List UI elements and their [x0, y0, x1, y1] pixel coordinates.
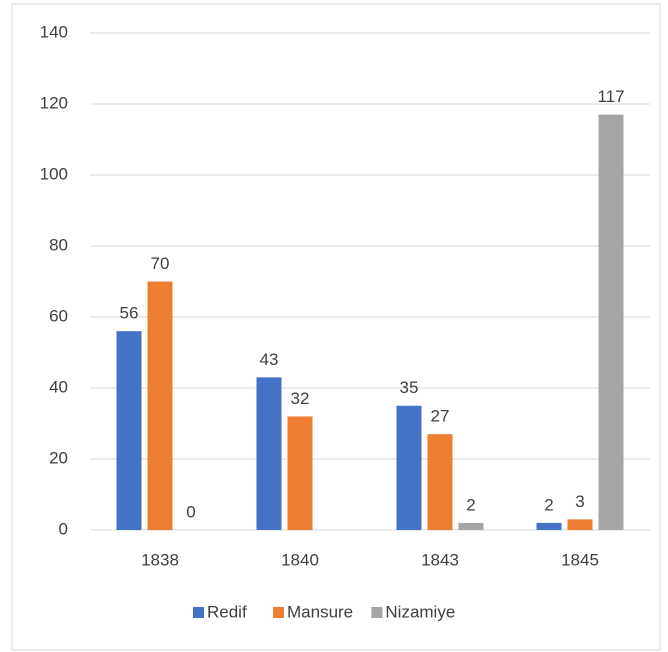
- y-tick-label: 20: [49, 448, 68, 467]
- y-tick-label: 0: [59, 519, 68, 538]
- x-tick-label: 1840: [281, 550, 319, 569]
- legend-swatch: [193, 607, 204, 618]
- bar: [287, 416, 313, 530]
- bar: [256, 377, 282, 530]
- bar: [116, 331, 142, 530]
- data-label: 2: [544, 495, 553, 514]
- bar: [536, 522, 562, 530]
- y-tick-label: 40: [49, 377, 68, 396]
- data-label: 117: [597, 87, 624, 106]
- x-tick-label: 1845: [561, 550, 599, 569]
- bar: [396, 405, 422, 530]
- chart-frame: [11, 3, 661, 651]
- x-tick-label: 1843: [421, 550, 459, 569]
- data-label: 43: [260, 350, 279, 369]
- y-tick-label: 120: [40, 93, 68, 112]
- y-tick-label: 140: [40, 22, 68, 41]
- y-tick-label: 100: [40, 164, 68, 183]
- legend-swatch: [371, 607, 383, 618]
- legend-label: Mansure: [287, 602, 353, 621]
- data-label: 3: [575, 492, 584, 511]
- data-label: 32: [291, 389, 310, 408]
- bar: [147, 281, 173, 530]
- data-label: 70: [151, 254, 170, 273]
- bar: [567, 519, 593, 530]
- data-label: 2: [466, 495, 475, 514]
- legend-label: Nizamiye: [385, 602, 455, 621]
- bar: [458, 522, 484, 530]
- y-tick-label: 80: [49, 235, 68, 254]
- data-label: 35: [400, 378, 419, 397]
- x-tick-label: 1838: [141, 550, 179, 569]
- legend-label: Redif: [207, 602, 247, 621]
- bar: [427, 434, 453, 530]
- data-label: 56: [120, 304, 139, 323]
- y-tick-label: 60: [49, 306, 68, 325]
- legend-swatch: [273, 607, 284, 618]
- data-label: 0: [186, 502, 195, 521]
- bar: [598, 114, 624, 531]
- data-label: 27: [431, 407, 450, 426]
